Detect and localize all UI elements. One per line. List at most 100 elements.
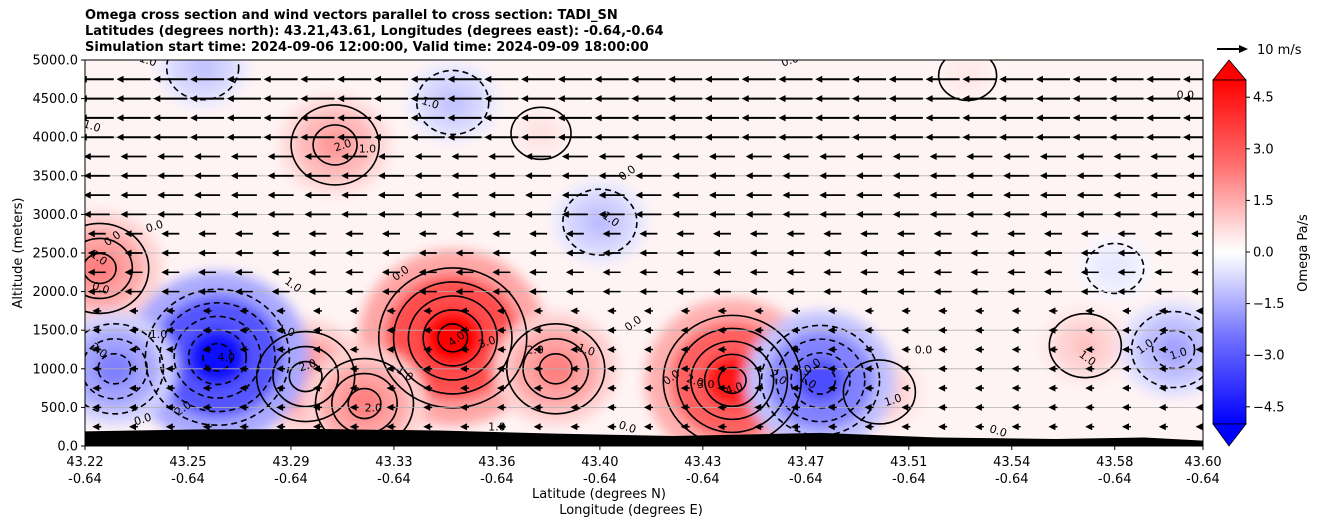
wind-vector xyxy=(423,403,433,411)
wind-vector xyxy=(304,153,331,160)
wind-vector xyxy=(570,326,580,334)
wind-vector xyxy=(276,423,286,431)
wind-vector xyxy=(704,114,739,122)
wind-vector xyxy=(712,249,731,257)
wind-vector xyxy=(717,307,727,315)
wind-vector xyxy=(312,384,322,392)
wind-vector xyxy=(607,403,617,411)
wind-vector xyxy=(570,346,580,353)
y-tick-label: 1500.0 xyxy=(33,324,79,339)
wind-vector xyxy=(999,95,1034,103)
wind-vector xyxy=(864,326,874,334)
wind-vector xyxy=(423,384,433,392)
contour-label: 1.0 xyxy=(138,52,159,70)
wind-vector xyxy=(888,75,923,83)
contour-label: 4.0 xyxy=(217,351,235,364)
wind-vector xyxy=(782,210,809,218)
wind-vector xyxy=(892,172,919,180)
wind-vector xyxy=(460,326,470,334)
wind-vector xyxy=(423,346,433,353)
wind-vector xyxy=(1076,191,1103,199)
wind-vector xyxy=(1154,288,1173,296)
wind-vector xyxy=(901,365,911,373)
x-tick-label-lon: -0.64 xyxy=(995,472,1029,487)
wind-vector xyxy=(276,307,286,315)
wind-vector xyxy=(1011,346,1021,353)
contour-label: 0.0 xyxy=(1177,89,1195,102)
wind-vector xyxy=(239,384,249,392)
wind-vector xyxy=(381,268,400,276)
wind-vector xyxy=(373,95,408,103)
wind-vector xyxy=(557,75,592,83)
wind-vector xyxy=(529,230,548,238)
wind-vector xyxy=(938,307,948,315)
wind-vector xyxy=(308,268,327,276)
title-line-3: Simulation start time: 2024-09-06 12:00:… xyxy=(85,40,649,55)
colorbar-bottom-extension xyxy=(1212,423,1247,447)
contour-ring xyxy=(1084,242,1145,295)
y-tick-label: 5000.0 xyxy=(33,54,79,69)
wind-vector xyxy=(484,114,519,122)
wind-vector xyxy=(460,365,470,373)
wind-vector xyxy=(672,153,699,160)
y-tick-label: 1000.0 xyxy=(33,362,79,377)
wind-vector xyxy=(938,326,948,334)
wind-vector xyxy=(423,365,433,373)
wind-vector xyxy=(349,365,359,373)
contour-label: 0.0 xyxy=(90,279,111,297)
wind-vector xyxy=(157,153,184,160)
wind-vector xyxy=(962,133,997,141)
wind-vector xyxy=(271,268,290,276)
wind-vector xyxy=(1146,75,1181,83)
wind-vector xyxy=(745,191,772,199)
wind-vector xyxy=(888,114,923,122)
omega-field xyxy=(85,60,1203,446)
wind-vector xyxy=(276,403,286,411)
wind-vector xyxy=(267,191,294,199)
wind-vector xyxy=(631,75,666,83)
wind-vector xyxy=(933,268,952,276)
wind-vector xyxy=(1158,423,1168,431)
wind-vector xyxy=(92,365,102,373)
contour-ring xyxy=(202,342,233,372)
wind-vector xyxy=(234,249,253,257)
wind-vector xyxy=(300,133,335,141)
wind-vector xyxy=(414,210,441,218)
wind-vector xyxy=(1048,423,1058,431)
wind-vector xyxy=(1150,172,1177,180)
wind-vector xyxy=(349,403,359,411)
contour-ring xyxy=(437,323,469,353)
wind-vector xyxy=(198,268,217,276)
wind-vector xyxy=(230,191,257,199)
wind-vector xyxy=(373,75,408,83)
wind-vector xyxy=(974,365,984,373)
wind-vector xyxy=(202,326,212,334)
wind-vector xyxy=(570,384,580,392)
wind-vector xyxy=(962,75,997,83)
wind-vector xyxy=(165,403,175,411)
wind-vector xyxy=(791,403,801,411)
wind-vector xyxy=(791,423,801,431)
wind-vector xyxy=(704,95,739,103)
wind-vector xyxy=(271,249,290,257)
wind-vector xyxy=(643,403,653,411)
wind-vector xyxy=(349,307,359,315)
contour-ring xyxy=(144,288,291,427)
wind-vector xyxy=(124,268,143,276)
wind-vector xyxy=(263,95,298,103)
wind-vector xyxy=(414,191,441,199)
wind-vector xyxy=(745,153,772,160)
wind-vector xyxy=(786,288,805,296)
wind-vector xyxy=(194,210,221,218)
wind-vector xyxy=(717,365,727,373)
wind-vector xyxy=(418,268,437,276)
x-tick-label-lat: 43.58 xyxy=(1096,455,1133,470)
contour-ring xyxy=(288,360,323,393)
wind-vector xyxy=(496,403,506,411)
wind-vector xyxy=(1158,403,1168,411)
wind-vector xyxy=(594,75,629,83)
wind-vector xyxy=(754,423,764,431)
colorbar-tick-label: −1.5 xyxy=(1253,297,1285,312)
wind-vector xyxy=(276,365,286,373)
wind-vector xyxy=(966,153,993,160)
